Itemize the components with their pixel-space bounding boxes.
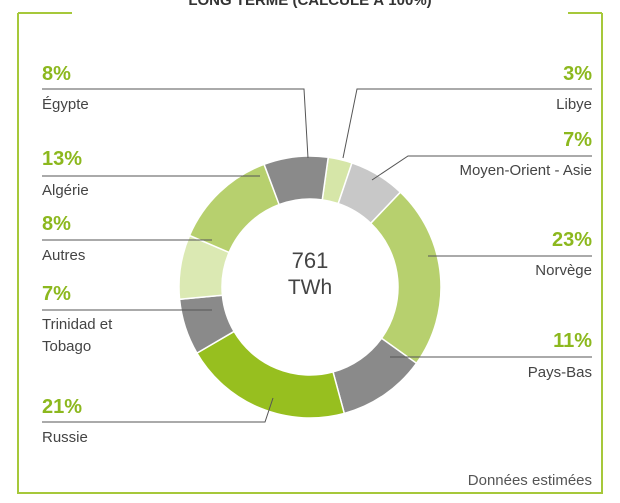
chart-title: LONG TERME (CALCULÉ À 100%)	[188, 0, 432, 9]
leader-line	[371, 155, 592, 181]
value-label: 8%	[42, 213, 71, 235]
category-label: Russie	[42, 429, 88, 446]
value-label: 23%	[551, 229, 592, 251]
value-label: 8%	[42, 63, 71, 85]
category-label: Pays-Bas	[527, 364, 592, 381]
leader-line	[42, 88, 309, 159]
value-label: 11%	[553, 330, 592, 352]
value-label: 7%	[42, 283, 71, 305]
slice	[263, 155, 330, 206]
value-label: 13%	[42, 148, 83, 170]
center-value: 761	[291, 248, 329, 273]
leader-line	[42, 397, 274, 423]
category-label: Égypte	[42, 96, 89, 113]
category-label: Norvège	[535, 262, 592, 279]
leader-line	[342, 88, 592, 159]
category-label: Autres	[42, 247, 86, 264]
value-label: 7%	[563, 129, 592, 151]
note: Données estimées	[467, 472, 592, 489]
category-label: Libye	[556, 96, 592, 113]
category-label: Algérie	[42, 182, 89, 199]
value-label: 21%	[42, 396, 83, 418]
category-label: Moyen-Orient - Asie	[459, 162, 592, 179]
center-unit: TWh	[287, 276, 333, 299]
category-label: Trinidad et Tobago	[42, 316, 113, 355]
slice	[188, 163, 281, 254]
value-label: 3%	[563, 63, 592, 85]
frame	[17, 12, 603, 494]
